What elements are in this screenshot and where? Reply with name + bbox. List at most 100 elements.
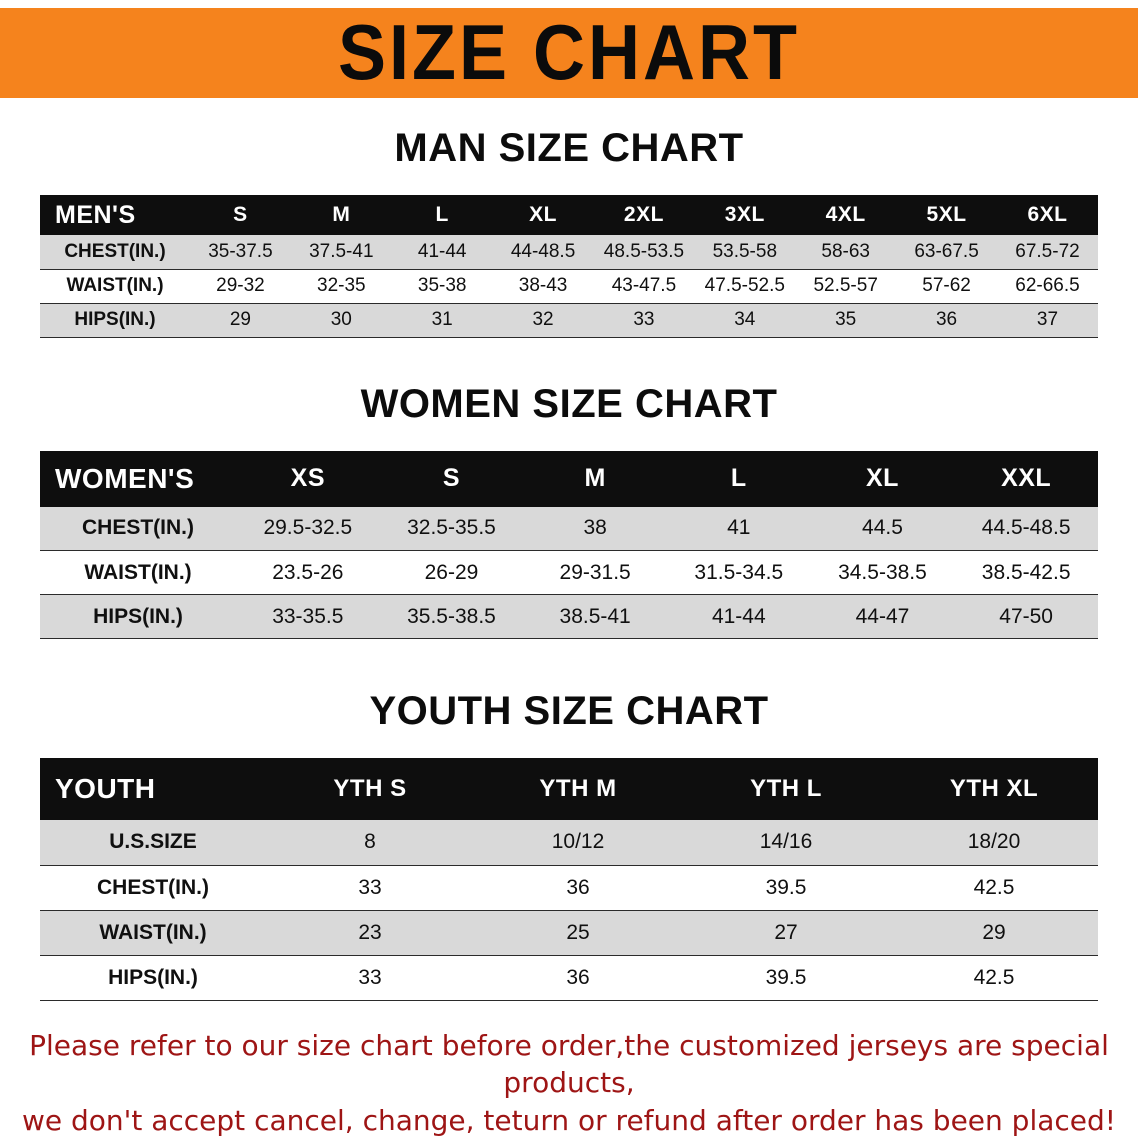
- women-table-title: WOMEN'S: [40, 450, 236, 507]
- size-value: 44.5: [810, 506, 955, 551]
- size-value: 63-67.5: [896, 235, 997, 270]
- sections: MAN SIZE CHART MEN'S S M L XL 2XL 3XL 4XL 5XL 6XL C…: [0, 126, 1138, 1001]
- size-value: 34.5-38.5: [810, 550, 955, 595]
- row-label: WAIST(IN.): [40, 550, 236, 595]
- size-value: 48.5-53.5: [593, 235, 695, 270]
- size-column-header: YTH M: [474, 758, 682, 820]
- size-column-header: 6XL: [997, 195, 1098, 235]
- size-value: 41: [666, 506, 811, 551]
- header-row: YOUTH YTH S YTH M YTH L YTH XL: [40, 758, 1098, 820]
- size-value: 29: [190, 303, 291, 338]
- size-column-header: XS: [236, 450, 380, 507]
- size-value: 38.5-41: [523, 594, 667, 639]
- table-row: WAIST(IN.) 23.5-26 26-29 29-31.5 31.5-34.5 34…: [40, 550, 1098, 595]
- size-value: 57-62: [896, 269, 997, 304]
- size-value: 53.5-58: [694, 235, 796, 270]
- size-column-header: L: [666, 450, 811, 507]
- row-label: HIPS(IN.): [40, 955, 266, 1001]
- size-column-header: YTH L: [682, 758, 890, 820]
- size-column-header: 2XL: [593, 195, 695, 235]
- banner: SIZE CHART: [0, 8, 1138, 98]
- women-size-chart-heading: WOMEN SIZE CHART: [360, 381, 778, 426]
- size-value: 38-43: [492, 269, 594, 304]
- size-value: 35-38: [391, 269, 493, 304]
- row-label: CHEST(IN.): [40, 865, 266, 911]
- table-row: CHEST(IN.) 33 36 39.5 42.5: [40, 865, 1098, 911]
- row-label: CHEST(IN.): [40, 506, 236, 551]
- size-value: 30: [290, 303, 392, 338]
- table-row: CHEST(IN.) 35-37.5 37.5-41 41-44 44-48.5 48.5…: [40, 235, 1098, 270]
- size-column-header: 5XL: [896, 195, 997, 235]
- size-value: 38: [523, 506, 667, 551]
- size-value: 35-37.5: [190, 235, 291, 270]
- size-value: 18/20: [890, 820, 1098, 866]
- size-column-header: M: [523, 450, 667, 507]
- table-row: HIPS(IN.) 29 30 31 32 33 34 35 36 37: [40, 303, 1098, 338]
- header-row: WOMEN'S XS S M L XL XXL: [40, 450, 1098, 507]
- size-value: 47.5-52.5: [694, 269, 796, 304]
- table-row: WAIST(IN.) 23 25 27 29: [40, 910, 1098, 956]
- size-value: 58-63: [795, 235, 897, 270]
- size-value: 10/12: [474, 820, 682, 866]
- section-women: WOMEN SIZE CHART WOMEN'S XS S M L XL XXL CHEST(I…: [0, 381, 1138, 639]
- size-value: 41-44: [391, 235, 493, 270]
- size-value: 31.5-34.5: [666, 550, 811, 595]
- size-column-header: XXL: [954, 450, 1098, 507]
- size-value: 67.5-72: [997, 235, 1098, 270]
- row-label: HIPS(IN.): [40, 303, 190, 338]
- row-label: U.S.SIZE: [40, 820, 266, 866]
- size-value: 32.5-35.5: [379, 506, 524, 551]
- size-column-header: S: [379, 450, 524, 507]
- size-value: 29: [890, 910, 1098, 956]
- size-value: 44-47: [810, 594, 955, 639]
- size-value: 39.5: [682, 865, 890, 911]
- size-column-header: YTH S: [266, 758, 474, 820]
- youth-size-chart-heading: YOUTH SIZE CHART: [369, 689, 769, 733]
- size-value: 36: [474, 955, 682, 1001]
- size-value: 33: [266, 955, 474, 1001]
- size-column-header: 4XL: [795, 195, 897, 235]
- disclaimer-line-2: we don't accept cancel, change, teturn o…: [21, 1104, 1116, 1138]
- size-value: 29-31.5: [523, 550, 667, 595]
- size-value: 42.5: [890, 865, 1098, 911]
- size-value: 32: [492, 303, 594, 338]
- size-value: 14/16: [682, 820, 890, 866]
- size-value: 37: [997, 303, 1098, 338]
- section-youth: YOUTH SIZE CHART YOUTH YTH S YTH M YTH L YTH …: [0, 689, 1138, 1001]
- men-size-chart-heading: MAN SIZE CHART: [394, 126, 744, 170]
- table-row: U.S.SIZE 8 10/12 14/16 18/20: [40, 820, 1098, 866]
- section-men: MAN SIZE CHART MEN'S S M L XL 2XL 3XL 4XL 5XL 6XL C…: [0, 126, 1138, 338]
- size-column-header: XL: [492, 195, 594, 235]
- table-row: HIPS(IN.) 33 36 39.5 42.5: [40, 955, 1098, 1001]
- table-row: WAIST(IN.) 29-32 32-35 35-38 38-43 43-47.5 47.…: [40, 269, 1098, 304]
- row-label: CHEST(IN.): [40, 235, 190, 270]
- size-value: 41-44: [666, 594, 811, 639]
- size-value: 26-29: [379, 550, 524, 595]
- size-value: 47-50: [954, 594, 1098, 639]
- table-row: CHEST(IN.) 29.5-32.5 32.5-35.5 38 41 44.5 44.5…: [40, 506, 1098, 551]
- size-value: 8: [266, 820, 474, 866]
- size-value: 43-47.5: [593, 269, 695, 304]
- size-value: 34: [694, 303, 796, 338]
- size-column-header: M: [290, 195, 392, 235]
- size-chart-page: SIZE CHART MAN SIZE CHART MEN'S S M L XL 2XL 3X…: [0, 8, 1138, 1140]
- youth-table-title: YOUTH: [40, 758, 266, 820]
- size-column-header: XL: [810, 450, 955, 507]
- size-value: 33-35.5: [236, 594, 380, 639]
- row-label: WAIST(IN.): [40, 269, 190, 304]
- size-value: 32-35: [290, 269, 392, 304]
- size-value: 23.5-26: [236, 550, 380, 595]
- size-column-header: S: [190, 195, 291, 235]
- size-value: 33: [593, 303, 695, 338]
- size-value: 35.5-38.5: [379, 594, 524, 639]
- size-value: 23: [266, 910, 474, 956]
- size-value: 29-32: [190, 269, 291, 304]
- size-value: 42.5: [890, 955, 1098, 1001]
- size-value: 33: [266, 865, 474, 911]
- disclaimer: Please refer to our size chart before or…: [0, 1027, 1138, 1140]
- size-value: 38.5-42.5: [954, 550, 1098, 595]
- size-value: 39.5: [682, 955, 890, 1001]
- size-value: 36: [474, 865, 682, 911]
- men-table-title: MEN'S: [40, 195, 190, 235]
- men-size-table: MEN'S S M L XL 2XL 3XL 4XL 5XL 6XL CHEST(IN.) 35-37…: [40, 195, 1098, 338]
